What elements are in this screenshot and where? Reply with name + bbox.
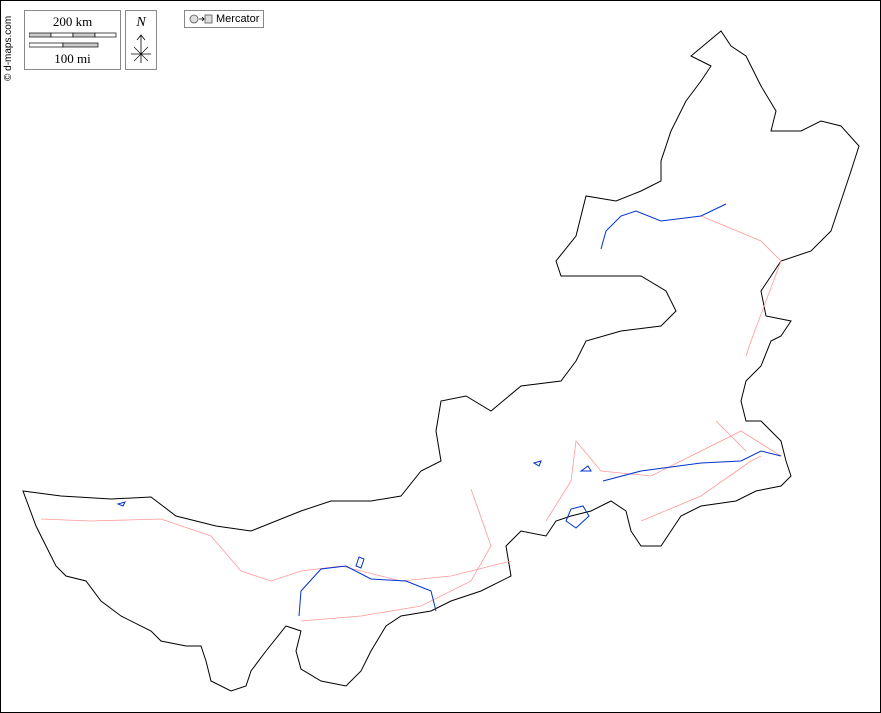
road — [545, 430, 782, 522]
river-yellow — [298, 565, 437, 617]
projection-label: Mercator — [184, 10, 265, 28]
north-label: N — [136, 15, 146, 30]
copyright-credit: © d-maps.com — [3, 15, 14, 81]
road — [700, 215, 782, 357]
lake — [579, 465, 592, 472]
compass-icon — [131, 34, 151, 63]
lake — [116, 501, 126, 507]
rivers — [116, 203, 782, 617]
globe-to-square-icon — [189, 14, 213, 24]
scale-km-label: 200 km — [52, 14, 93, 29]
lake — [355, 556, 365, 569]
north-arrow: N — [125, 10, 157, 70]
road — [640, 455, 762, 522]
road — [715, 420, 747, 452]
scale-bar: 200 km 100 mi — [24, 10, 121, 70]
roads — [40, 215, 782, 622]
lake — [565, 505, 590, 529]
scale-bars-graphic — [29, 32, 117, 48]
road — [300, 488, 492, 622]
scale-mi-label: 100 mi — [54, 51, 91, 66]
projection-name: Mercator — [216, 13, 260, 25]
road — [40, 518, 512, 582]
lake — [532, 460, 542, 467]
region-outline — [22, 30, 860, 692]
river — [602, 450, 782, 482]
river — [600, 203, 727, 250]
